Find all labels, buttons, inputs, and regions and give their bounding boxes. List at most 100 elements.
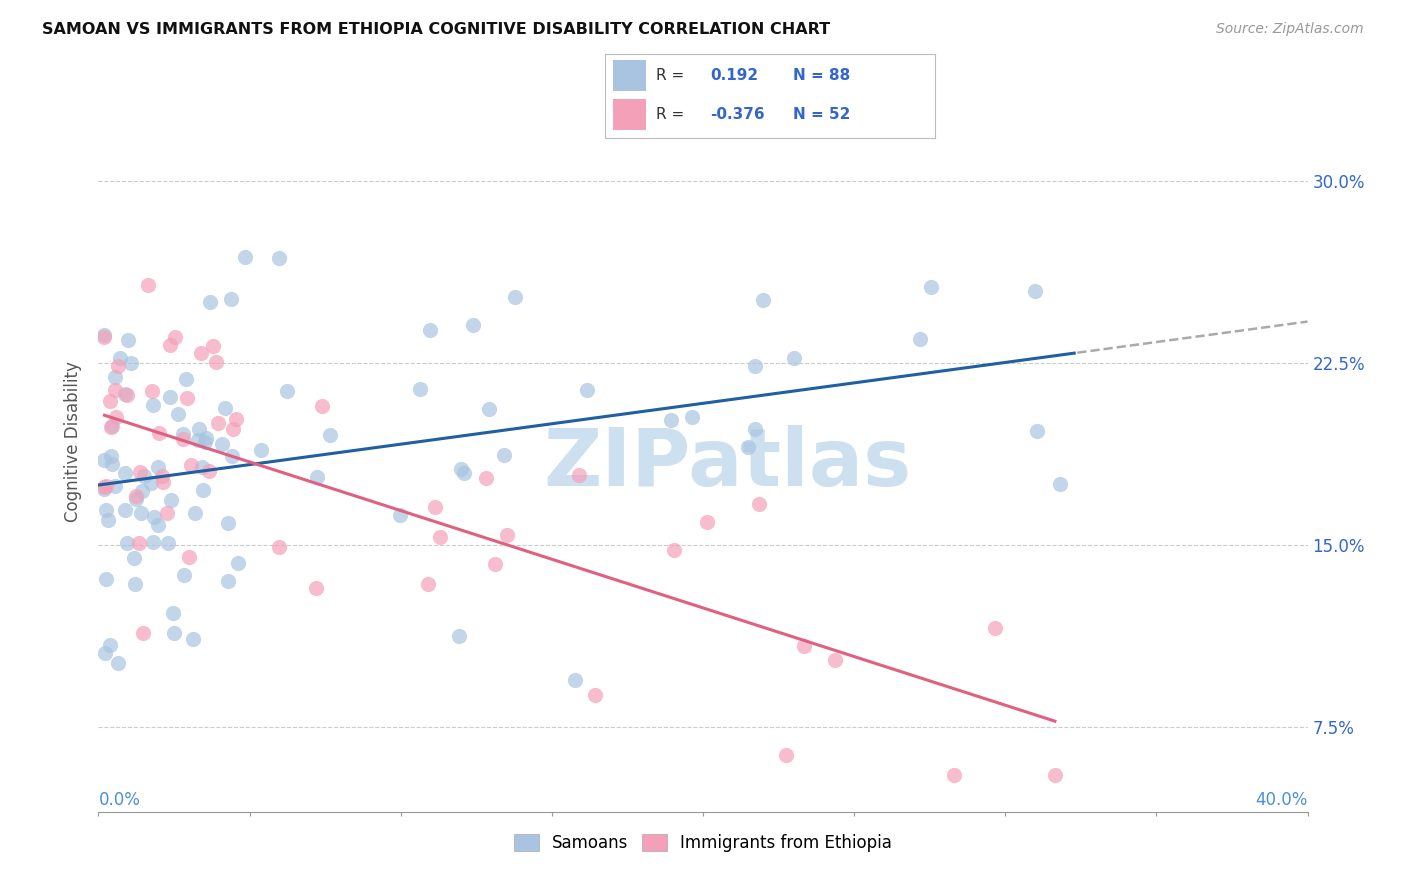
Point [104,370,127,384]
Point [160,493,183,508]
Point [659,413,682,427]
Point [120,355,142,369]
Point [910,332,932,346]
Point [101,457,124,471]
Point [305,469,328,483]
Point [187,421,209,435]
Point [419,323,441,337]
Point [176,391,198,405]
Point [165,330,187,344]
Point [429,530,451,544]
Point [177,549,200,564]
Point [131,506,153,520]
Point [494,448,516,462]
Point [100,420,122,434]
Point [150,469,173,483]
Point [136,277,159,292]
Point [205,354,228,368]
Point [202,339,225,353]
Point [319,428,342,442]
Point [117,536,139,550]
Point [117,333,139,347]
Point [114,503,136,517]
Point [148,426,170,441]
Point [97,513,120,527]
Point [156,506,179,520]
Point [163,625,186,640]
Point [920,280,942,294]
Point [93,453,115,467]
Point [748,497,770,511]
Point [187,433,209,447]
Text: ZIPatlas: ZIPatlas [543,425,911,503]
Point [226,556,249,570]
Point [94,572,117,586]
Point [219,293,242,307]
Point [269,540,291,554]
Point [107,359,129,374]
Point [681,409,703,424]
Point [418,577,440,591]
Point [173,568,195,582]
Point [122,551,145,566]
Point [162,606,184,620]
Point [156,535,179,549]
Point [475,471,498,485]
Point [125,491,148,506]
Text: 0.0%: 0.0% [98,791,141,809]
Point [134,469,156,483]
Point [576,383,599,397]
Point [737,440,759,454]
Text: R =: R = [655,107,685,122]
Point [984,621,1007,635]
Point [389,508,412,522]
Point [233,250,256,264]
Point [105,409,128,424]
Point [222,422,245,436]
Point [98,638,121,652]
Text: 0.192: 0.192 [710,68,758,83]
Point [198,464,221,478]
Point [207,417,229,431]
Text: Source: ZipAtlas.com: Source: ZipAtlas.com [1216,22,1364,37]
Point [1043,768,1066,782]
Point [152,475,174,489]
Point [93,482,115,496]
Point [478,401,501,416]
Point [124,576,146,591]
Point [181,632,204,646]
Point [166,408,188,422]
Point [184,506,207,520]
Point [104,383,127,397]
Point [172,432,194,446]
Point [409,382,432,396]
Point [128,536,150,550]
Point [269,251,291,265]
Point [139,476,162,491]
Point [180,458,202,473]
Point [214,401,236,416]
Point [159,390,181,404]
Point [146,459,169,474]
Point [942,768,965,782]
Point [174,372,197,386]
Point [141,384,163,399]
Point [115,388,138,402]
Point [114,387,136,401]
Text: SAMOAN VS IMMIGRANTS FROM ETHIOPIA COGNITIVE DISABILITY CORRELATION CHART: SAMOAN VS IMMIGRANTS FROM ETHIOPIA COGNI… [42,22,831,37]
Point [104,479,127,493]
Point [221,449,243,463]
Bar [613,61,645,91]
Y-axis label: Cognitive Disability: Cognitive Disability [65,361,83,522]
Point [775,748,797,763]
Point [225,412,247,426]
Point [172,426,194,441]
Point [93,480,115,494]
Point [564,673,586,687]
Point [1025,424,1047,438]
Point [450,461,472,475]
Point [142,534,165,549]
Point [100,449,122,463]
Point [503,290,526,304]
Bar [613,99,645,130]
